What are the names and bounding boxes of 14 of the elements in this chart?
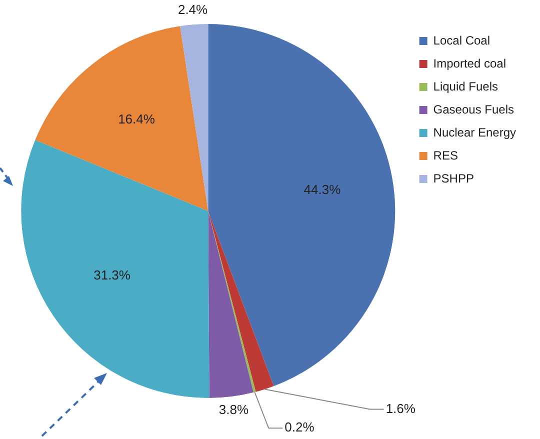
- data-label: 16.4%: [118, 111, 156, 126]
- data-label: 0.2%: [284, 420, 315, 435]
- legend-label: RES: [433, 148, 458, 162]
- legend-label: Imported coal: [433, 56, 506, 70]
- data-label: 31.3%: [94, 267, 131, 282]
- legend-label: PSHPP: [433, 171, 474, 186]
- legend-label: Local Coal: [433, 33, 490, 48]
- legend-label: Nuclear Energy: [433, 125, 516, 140]
- data-label: 44.3%: [304, 182, 342, 197]
- data-label: 3.8%: [218, 402, 249, 417]
- data-label: 2.4%: [178, 2, 208, 18]
- legend-label: Gaseous Fuels: [433, 102, 514, 116]
- data-label: 1.6%: [386, 400, 416, 416]
- legend-label: Liquid Fuels: [433, 79, 498, 94]
